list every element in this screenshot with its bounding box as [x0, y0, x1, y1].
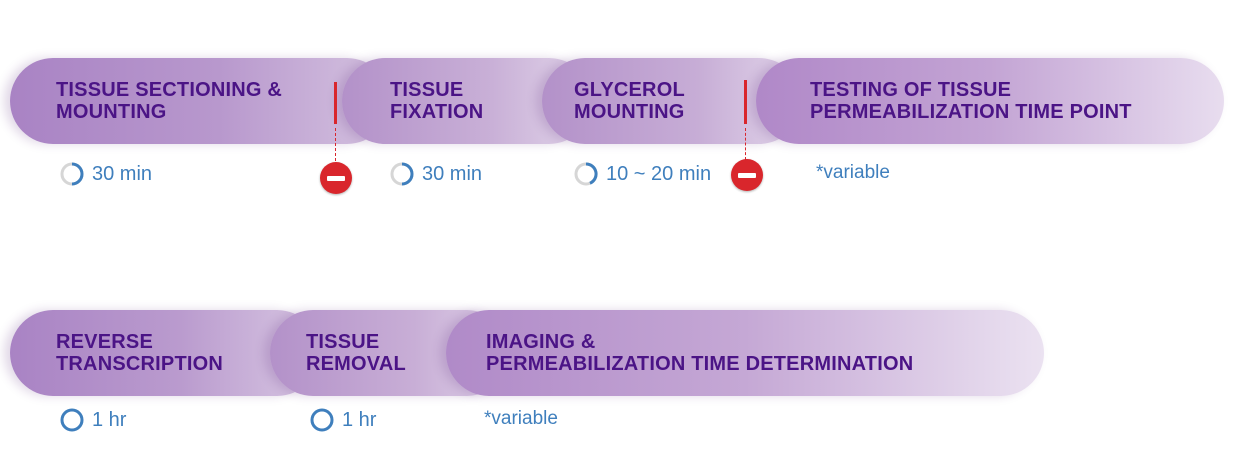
duration-text: 10 ~ 20 min	[606, 162, 712, 185]
stop-marker-line	[744, 80, 747, 124]
duration-text: 1 hr	[92, 408, 127, 431]
duration-variable: *variable	[816, 162, 890, 183]
step-label: TISSUE REMOVAL	[306, 331, 406, 375]
duration-text: 30 min	[422, 162, 483, 185]
step-label: REVERSE TRANSCRIPTION	[56, 331, 224, 375]
step-label: TESTING OF TISSUE PERMEABILIZATION TIME …	[810, 79, 1132, 123]
stop-icon	[320, 162, 352, 194]
duration-fixation: 30 min	[390, 162, 482, 186]
duration-glycerol: 10 ~ 20 min	[574, 162, 711, 186]
stop-marker-dash	[335, 128, 336, 166]
stop-marker-line	[334, 82, 337, 124]
partial-clock-icon	[574, 162, 598, 186]
step-label: IMAGING & PERMEABILIZATION TIME DETERMIN…	[486, 331, 914, 375]
stop-marker-dash	[745, 128, 746, 160]
step-pill-reverse-transcription: REVERSE TRANSCRIPTION	[10, 310, 320, 396]
duration-text: 1 hr	[342, 408, 377, 431]
full-clock-icon	[310, 408, 334, 432]
duration-variable: *variable	[484, 408, 558, 429]
duration-text: 30 min	[92, 162, 153, 185]
workflow-row-2: REVERSE TRANSCRIPTION TISSUE REMOVAL IMA…	[0, 310, 1234, 450]
full-clock-icon	[60, 408, 84, 432]
duration-tissue-removal: 1 hr	[310, 408, 376, 432]
partial-clock-icon	[60, 162, 84, 186]
stop-icon	[731, 159, 763, 191]
duration-reverse-transcription: 1 hr	[60, 408, 126, 432]
step-label: TISSUE SECTIONING & MOUNTING	[56, 79, 283, 123]
step-pill-imaging: IMAGING & PERMEABILIZATION TIME DETERMIN…	[446, 310, 1044, 396]
step-label: TISSUE FIXATION	[390, 79, 484, 123]
duration-sectioning: 30 min	[60, 162, 152, 186]
workflow-row-1: TISSUE SECTIONING & MOUNTING TISSUE FIXA…	[0, 58, 1234, 208]
step-label: GLYCEROL MOUNTING	[574, 79, 685, 123]
step-pill-tissue-sectioning: TISSUE SECTIONING & MOUNTING	[10, 58, 390, 144]
step-pill-testing-permeabilization: TESTING OF TISSUE PERMEABILIZATION TIME …	[756, 58, 1224, 144]
partial-clock-icon	[390, 162, 414, 186]
